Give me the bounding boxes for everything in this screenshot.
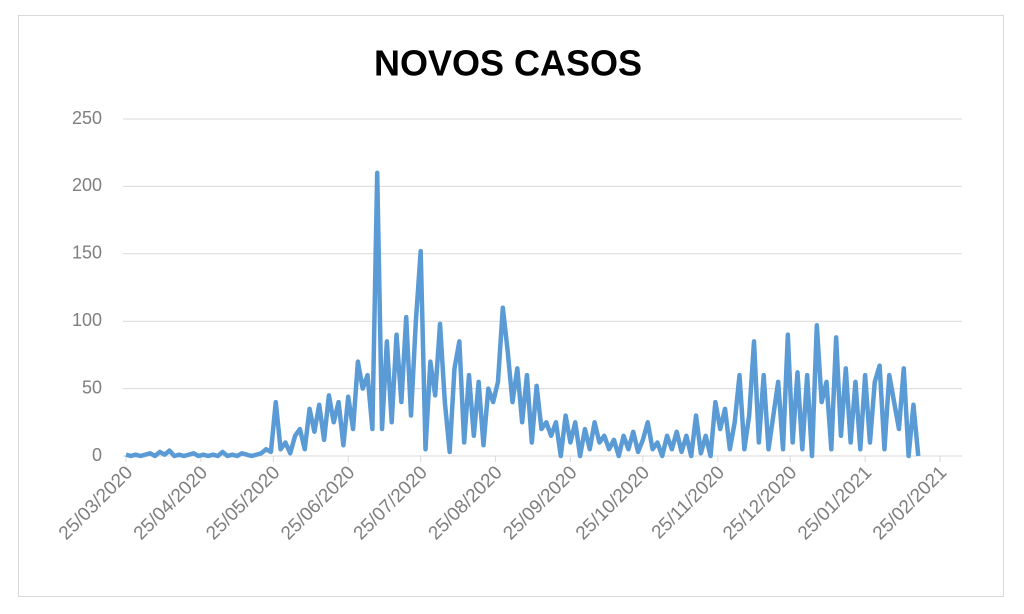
series-line [125, 170, 921, 459]
x-tick-label: 25/11/2020 [648, 462, 729, 543]
x-tick-label: 25/06/2020 [277, 462, 359, 544]
y-tick-label: 150 [72, 243, 102, 263]
y-tick-label: 100 [72, 310, 102, 330]
y-tick-label: 250 [72, 108, 102, 128]
x-tick-label: 25/02/2021 [869, 462, 951, 544]
x-tick-label: 25/08/2020 [425, 462, 507, 544]
x-tick-label: 25/07/2020 [350, 462, 432, 544]
x-tick-label: 25/05/2020 [202, 462, 284, 544]
x-tick-label: 25/04/2020 [130, 462, 212, 544]
y-tick-label: 200 [72, 175, 102, 195]
chart-title: NOVOS CASOS [374, 43, 642, 84]
x-tick-label: 25/09/2020 [499, 462, 581, 544]
y-tick-label: 0 [92, 445, 102, 465]
y-tick-label: 50 [82, 377, 102, 397]
x-tick-label: 25/12/2020 [719, 462, 801, 544]
x-tick-label: 25/10/2020 [572, 462, 654, 544]
chart-card [18, 15, 1004, 597]
x-tick-label: 25/03/2020 [55, 462, 137, 544]
x-tick-label: 25/01/2021 [794, 462, 876, 544]
